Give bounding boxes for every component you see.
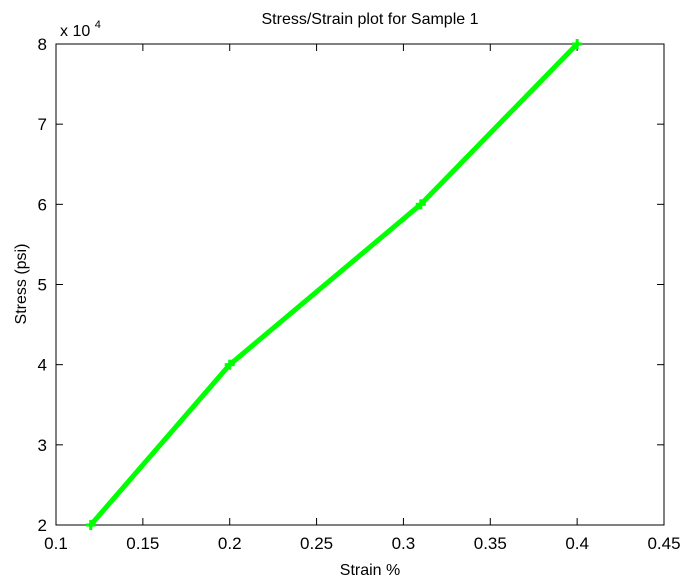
y-exponent-base: x 10 <box>60 23 90 40</box>
series-line <box>88 41 580 528</box>
plot-area <box>55 43 665 526</box>
y-tick-label: 6 <box>38 195 47 214</box>
x-axis-label: Strain % <box>340 562 400 579</box>
y-tick-label: 3 <box>38 436 47 455</box>
y-axis-ticks: 2 3 4 5 6 7 8 <box>38 35 664 535</box>
x-tick-label: 0.3 <box>392 534 416 553</box>
y-axis-label: Stress (psi) <box>13 244 30 325</box>
x-tick-label: 0.25 <box>300 534 333 553</box>
data-point-marker <box>572 39 583 49</box>
y-exponent-power: 4 <box>95 19 101 31</box>
data-point-marker <box>85 520 96 530</box>
data-point-marker <box>415 199 426 210</box>
y-axis-exponent: x 10 4 <box>60 19 101 40</box>
x-tick-label: 0.2 <box>218 534 242 553</box>
chart-title: Stress/Strain plot for Sample 1 <box>262 11 479 28</box>
x-tick-label: 0.1 <box>44 534 68 553</box>
x-tick-label: 0.15 <box>126 534 159 553</box>
series-layer <box>85 39 583 530</box>
y-tick-label: 4 <box>38 356 47 375</box>
y-tick-label: 5 <box>38 276 47 295</box>
x-tick-label: 0.4 <box>565 534 589 553</box>
x-axis-ticks: 0.1 0.15 0.2 0.25 0.3 0.35 0.4 0.45 <box>44 44 681 553</box>
y-tick-label: 8 <box>38 35 47 54</box>
x-tick-label: 0.35 <box>474 534 507 553</box>
x-tick-label: 0.45 <box>647 534 680 553</box>
y-tick-label: 7 <box>38 115 47 134</box>
data-point-marker <box>224 359 235 370</box>
y-tick-label: 2 <box>38 516 47 535</box>
